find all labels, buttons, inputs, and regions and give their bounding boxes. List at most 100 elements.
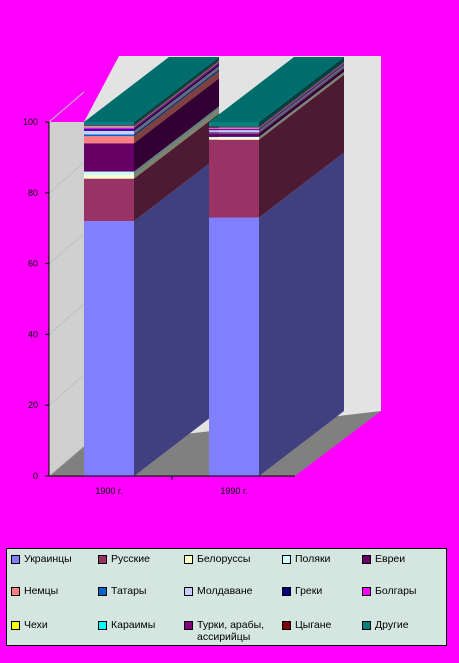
bar-segment-front: [209, 136, 259, 138]
bar-segment-side: [134, 71, 219, 144]
bar-segment-side: [134, 113, 219, 222]
x-tick-label: 1990 г.: [220, 486, 247, 496]
side-wall: [49, 122, 84, 476]
legend-item: Украинцы: [11, 553, 97, 565]
legend-label: Другие: [375, 619, 409, 631]
legend-swatch: [11, 555, 20, 564]
legend-item: Поляки: [282, 553, 368, 565]
bar-segment-front: [84, 134, 134, 137]
bar-segment-side: [134, 64, 219, 131]
legend-swatch: [11, 587, 20, 596]
bar-segment-front: [209, 131, 259, 133]
y-tick-label: 60: [28, 259, 38, 269]
bar-segment-side: [259, 57, 344, 127]
legend-item: Татары: [98, 585, 184, 597]
legend-swatch: [184, 621, 193, 630]
bar-segment-front: [84, 126, 134, 128]
bar-segment-side: [259, 66, 344, 133]
bar-segment-side: [259, 63, 344, 129]
legend-swatch: [282, 587, 291, 596]
bar-segment-front: [84, 143, 134, 172]
bar-segment-front: [84, 175, 134, 179]
gridline: [48, 445, 85, 477]
legend-swatch: [11, 621, 20, 630]
legend-item: Греки: [282, 585, 368, 597]
legend-label: Татары: [111, 585, 147, 597]
bar-segment-side: [259, 61, 344, 128]
bar-segment-front: [209, 137, 259, 140]
bar-segment-front: [209, 217, 259, 476]
bar-segment-front: [209, 129, 259, 131]
y-tick-label: 0: [33, 471, 38, 481]
legend-item: Другие: [362, 619, 448, 631]
x-tick-label: 1900 г.: [95, 486, 122, 496]
bar-segment-side: [134, 62, 219, 130]
gridline: [48, 233, 85, 264]
bar-segment-front: [209, 122, 259, 127]
legend-label: Евреи: [375, 553, 406, 565]
bar-segment-front: [209, 132, 259, 134]
gridline: [48, 374, 85, 406]
bar-segment-side: [259, 63, 344, 130]
legend-swatch: [184, 555, 193, 564]
legend-item: Цыгане: [282, 619, 368, 631]
bar-segment-side: [259, 71, 344, 138]
bar-segment-front: [209, 139, 259, 218]
bar-segment-side: [259, 152, 344, 476]
legend-label: Русские: [111, 553, 150, 565]
bar-segment-side: [259, 68, 344, 137]
y-axis: 0 20 40 60 80 100: [23, 117, 49, 481]
bar-segment-side: [134, 61, 219, 128]
bar-segment-side: [134, 156, 219, 476]
legend-label: Поляки: [295, 553, 331, 565]
gridline: [48, 162, 85, 194]
bar-segment-side: [259, 62, 344, 128]
stacked-bar-chart: 0 20 40 60 80 100 1900 г. 1990 г.: [23, 56, 381, 496]
bar-stack: [84, 57, 219, 476]
y-tick-label: 40: [28, 329, 38, 339]
legend-item: Чехи: [11, 619, 97, 631]
bar-segment-side: [134, 110, 219, 179]
y-tick-label: 100: [23, 117, 38, 127]
legend-label: Чехи: [24, 619, 48, 631]
legend-swatch: [282, 555, 291, 564]
bar-segment-front: [84, 171, 134, 176]
legend-item: Немцы: [11, 585, 97, 597]
gridline: [48, 304, 85, 335]
bar-segment-side: [259, 65, 344, 132]
bar-segment-front: [84, 130, 134, 135]
legend-item: Турки, арабы, ассирийцы: [184, 619, 270, 643]
legend-swatch: [184, 587, 193, 596]
bar-segment-front: [84, 178, 134, 222]
legend-swatch: [98, 621, 107, 630]
bar-segment-front: [209, 130, 259, 132]
legend-swatch: [362, 621, 371, 630]
bar-segment-side: [259, 62, 344, 129]
bar-segment-front: [209, 133, 259, 137]
legend-label: Молдаване: [197, 585, 253, 597]
bar-segment-front: [209, 128, 259, 130]
bar-top: [209, 57, 344, 122]
bar-segment-front: [84, 129, 134, 131]
bar-segment-side: [259, 64, 344, 131]
bar-segment-side: [134, 106, 219, 176]
legend-swatch: [282, 621, 291, 630]
legend-label: Турки, арабы, ассирийцы: [197, 619, 265, 643]
legend-label: Болгары: [375, 585, 417, 597]
bar-stack: [209, 57, 344, 476]
bar-segment-front: [84, 127, 134, 130]
bar-segment-front: [84, 125, 134, 127]
legend-label: Греки: [295, 585, 323, 597]
bar-segment-side: [259, 72, 344, 140]
bar-segment-front: [209, 126, 259, 128]
legend-swatch: [362, 555, 371, 564]
legend-swatch: [98, 555, 107, 564]
bar-segment-side: [134, 65, 219, 135]
legend-item: Белоруссы: [184, 553, 270, 565]
bars: [84, 57, 344, 476]
legend-swatch: [98, 587, 107, 596]
bar-segment-side: [259, 67, 344, 134]
legend-item: Евреи: [362, 553, 448, 565]
bar-segment-side: [134, 61, 219, 127]
y-tick-label: 20: [28, 400, 38, 410]
